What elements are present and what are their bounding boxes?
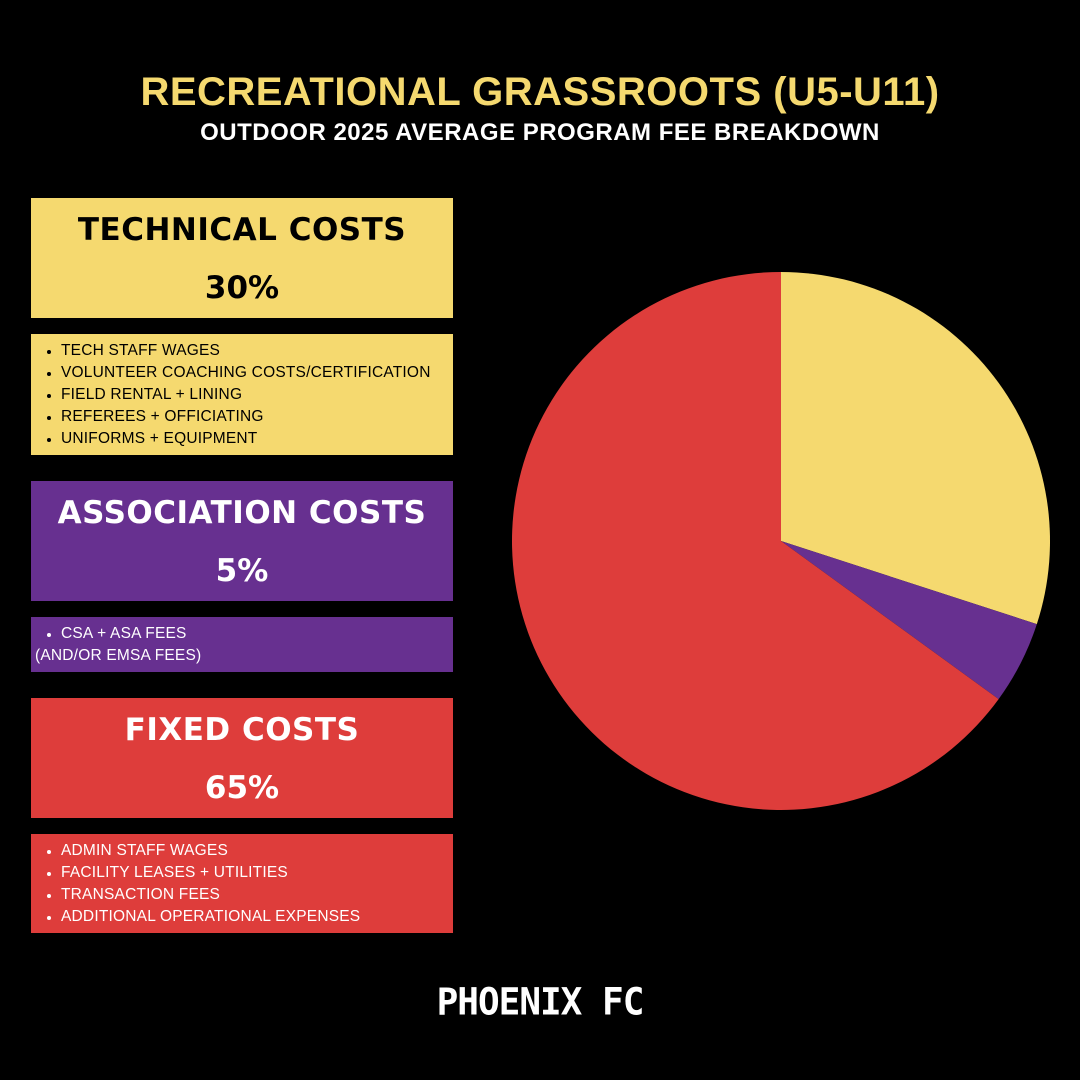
association-costs-note: (AND/OR EMSA FEES) [35, 647, 202, 664]
pie-chart [511, 272, 1050, 810]
chart-title: RECREATIONAL GRASSROOTS (U5-U11) [140, 70, 940, 114]
association-costs-header: ASSOCIATION COSTS 5% [31, 481, 453, 601]
fixed-costs-header: FIXED COSTS 65% [31, 698, 453, 818]
technical-costs-header: TECHNICAL COSTS 30% [31, 198, 453, 318]
chart-subtitle: OUTDOOR 2025 AVERAGE PROGRAM FEE BREAKDO… [200, 119, 880, 146]
technical-costs-percent: 30% [204, 270, 280, 306]
fixed-costs-percent: 65% [204, 770, 280, 806]
association-costs-label: ASSOCIATION COSTS [57, 495, 427, 531]
phoenix-fc-logo: PHOENIX FC [436, 980, 645, 1025]
list-item: ADDITIONAL OPERATIONAL EXPENSES [61, 906, 453, 928]
list-item: FACILITY LEASES + UTILITIES [61, 862, 453, 884]
list-item: FIELD RENTAL + LINING [61, 384, 453, 406]
list-item: UNIFORMS + EQUIPMENT [61, 428, 453, 450]
list-item: CSA + ASA FEES [61, 623, 453, 645]
association-costs-percent: 5% [215, 553, 269, 589]
technical-costs-label: TECHNICAL COSTS [77, 212, 407, 248]
list-item: ADMIN STAFF WAGES [61, 840, 453, 862]
technical-costs-list: TECH STAFF WAGES VOLUNTEER COACHING COST… [31, 334, 453, 455]
pie-slice-association-costs [781, 541, 1037, 700]
list-item: TRANSACTION FEES [61, 884, 453, 906]
pie-slice-fixed-costs [511, 272, 999, 810]
association-costs-list: CSA + ASA FEES (AND/OR EMSA FEES) [31, 617, 453, 672]
list-item: REFEREES + OFFICIATING [61, 406, 453, 428]
fixed-costs-list: ADMIN STAFF WAGES FACILITY LEASES + UTIL… [31, 834, 453, 933]
list-item: VOLUNTEER COACHING COSTS/CERTIFICATION [61, 362, 453, 384]
pie-slice-technical-costs [781, 272, 1050, 625]
list-item: TECH STAFF WAGES [61, 340, 453, 362]
fixed-costs-label: FIXED COSTS [124, 712, 360, 748]
